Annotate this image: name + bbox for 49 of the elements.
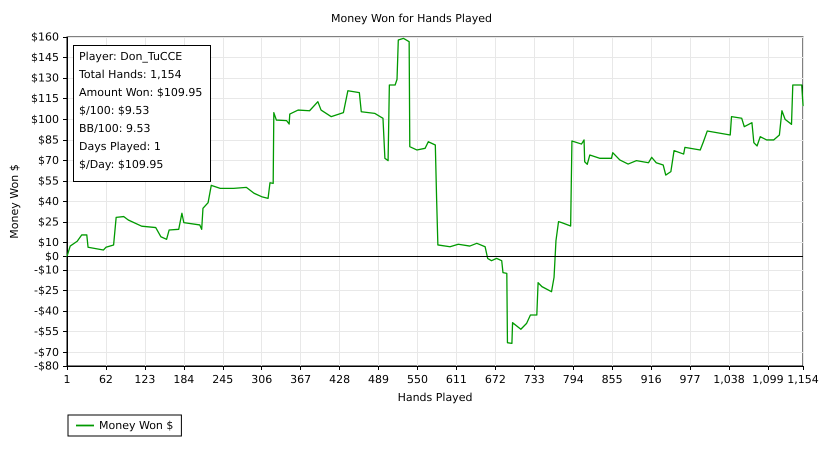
x-tick-label: 1,038 xyxy=(713,373,745,386)
y-tick-label: $25 xyxy=(38,216,59,229)
x-tick-label: 1 xyxy=(64,373,70,386)
annotation: Days Played: 1 xyxy=(79,140,161,153)
y-tick-label: -$55 xyxy=(34,325,59,338)
y-tick-label: $0 xyxy=(45,250,59,263)
y-tick-label: $40 xyxy=(38,195,59,208)
x-tick-label: 184 xyxy=(173,373,194,386)
x-tick-label: 1,154 xyxy=(787,373,819,386)
y-tick-label: $130 xyxy=(31,72,59,85)
y-tick-label: $10 xyxy=(38,236,59,250)
annotation: BB/100: 9.53 xyxy=(79,122,150,135)
y-tick-label: $115 xyxy=(31,92,59,106)
y-tick-label: $85 xyxy=(38,133,59,146)
x-tick-label: 977 xyxy=(680,373,701,386)
x-axis-title: Hands Played xyxy=(398,391,472,404)
y-tick-label: $70 xyxy=(38,154,59,167)
x-tick-label: 367 xyxy=(290,373,312,386)
x-tick-label: 611 xyxy=(446,373,467,386)
annotation: $/100: $9.53 xyxy=(79,104,150,117)
annotation: $/Day: $109.95 xyxy=(79,158,164,171)
x-tick-label: 733 xyxy=(524,373,545,386)
x-tick-label: 489 xyxy=(368,373,390,386)
annotation: Total Hands: 1,154 xyxy=(78,68,182,81)
x-tick-label: 672 xyxy=(484,373,506,386)
x-tick-label: 62 xyxy=(98,373,113,386)
y-tick-label: -$40 xyxy=(34,304,59,318)
x-tick-label: 855 xyxy=(602,373,623,386)
legend-label: Money Won $ xyxy=(99,419,174,432)
y-tick-label: -$10 xyxy=(34,264,59,277)
y-tick-label: $55 xyxy=(38,174,59,188)
annotation: Amount Won: $109.95 xyxy=(79,86,202,99)
x-tick-label: 245 xyxy=(212,373,234,386)
x-tick-label: 306 xyxy=(251,373,272,386)
annotation: Player: Don_TuCCE xyxy=(79,50,182,63)
x-tick-label: 550 xyxy=(406,373,428,386)
x-tick-label: 1,099 xyxy=(752,373,784,386)
y-tick-label: $145 xyxy=(31,51,59,64)
y-tick-label: -$70 xyxy=(34,346,59,359)
y-tick-label: -$25 xyxy=(34,284,59,298)
x-tick-label: 428 xyxy=(329,373,350,386)
chart-title: Money Won for Hands Played xyxy=(331,12,492,25)
y-tick-label: $100 xyxy=(31,112,59,126)
y-tick-label: -$80 xyxy=(34,360,59,372)
x-tick-label: 794 xyxy=(562,373,584,386)
y-tick-label: $160 xyxy=(31,30,59,44)
y-axis-title: Money Won $ xyxy=(8,164,22,239)
x-tick-label: 123 xyxy=(134,373,156,386)
x-tick-label: 916 xyxy=(640,373,662,386)
